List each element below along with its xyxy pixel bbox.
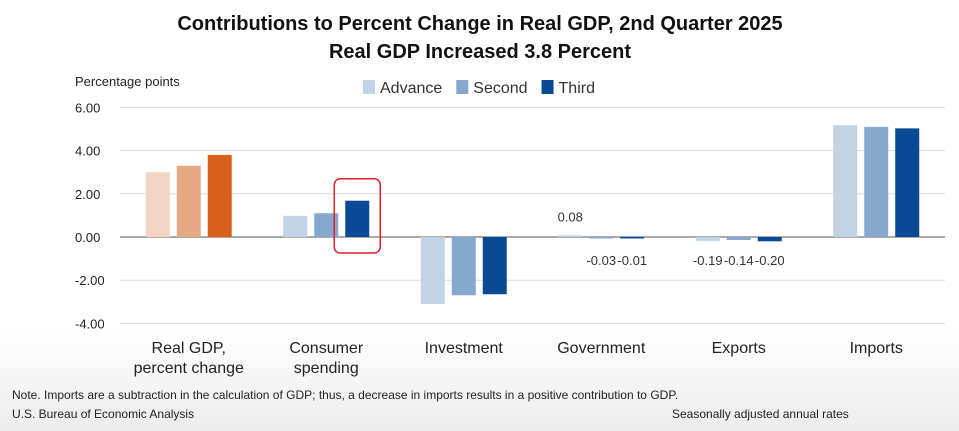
y-tick-label: 0.00	[75, 230, 100, 245]
source-text: U.S. Bureau of Economic Analysis	[12, 407, 194, 421]
category-label: Consumer	[289, 340, 363, 357]
category-label: Investment	[425, 340, 504, 357]
legend-label: Third	[559, 80, 595, 97]
data-label: -0.01	[617, 253, 647, 268]
category-label: Exports	[712, 340, 766, 357]
bar-second	[314, 213, 339, 237]
bar-third	[345, 200, 370, 237]
bar-advance	[558, 235, 583, 237]
category-label: percent change	[134, 360, 244, 377]
legend-label: Second	[473, 80, 527, 97]
y-tick-label: 4.00	[75, 144, 100, 159]
y-tick-label: 6.00	[75, 100, 100, 115]
bar-third	[895, 128, 920, 237]
bar-advance	[145, 172, 170, 237]
note-text: Note. Imports are a subtraction in the c…	[12, 388, 678, 402]
data-label: -0.03	[586, 253, 616, 268]
bar-third	[620, 237, 645, 239]
highlight-box	[333, 177, 381, 254]
bar-advance	[420, 237, 445, 304]
legend: Advance Second Third	[363, 80, 595, 97]
legend-swatch	[456, 80, 469, 94]
bar-second	[176, 165, 201, 237]
bar-third	[757, 237, 782, 242]
data-label: -0.19	[693, 253, 723, 268]
category-label: spending	[294, 360, 359, 377]
y-tick-label: 2.00	[75, 187, 100, 202]
y-axis-label: Percentage points	[75, 74, 180, 89]
legend-swatch	[541, 80, 554, 94]
bar-advance	[695, 237, 720, 242]
data-label: -0.14	[724, 253, 754, 268]
bar-second	[726, 237, 751, 241]
bar-advance	[833, 125, 858, 237]
data-label: -0.20	[755, 253, 785, 268]
data-label: 0.08	[558, 209, 583, 224]
bar-second	[451, 237, 476, 296]
bar-second	[589, 237, 614, 239]
category-label: Real GDP,	[152, 340, 226, 357]
bar-second	[864, 126, 889, 237]
y-tick-label: -2.00	[75, 273, 105, 288]
category-label: Government	[557, 340, 646, 357]
bar-third	[482, 237, 507, 295]
rate-note-text: Seasonally adjusted annual rates	[672, 407, 849, 421]
legend-label: Advance	[380, 80, 442, 97]
chart-subtitle: Real GDP Increased 3.8 Percent	[329, 41, 631, 63]
legend-swatch	[363, 80, 375, 94]
category-label: Imports	[850, 340, 903, 357]
bar-advance	[283, 215, 308, 237]
y-tick-label: -4.00	[75, 316, 105, 331]
bar-third	[207, 154, 232, 237]
chart-title: Contributions to Percent Change in Real …	[177, 13, 782, 35]
